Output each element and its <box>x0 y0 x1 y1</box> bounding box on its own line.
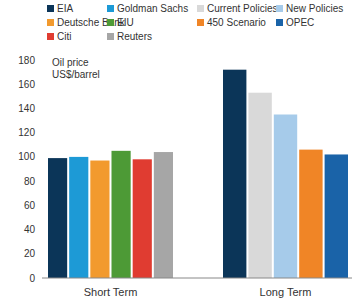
bar <box>69 157 88 278</box>
tick-label: 20 <box>24 248 36 259</box>
tick-mark <box>39 156 42 157</box>
bar <box>112 151 131 278</box>
bar <box>299 150 322 278</box>
tick-mark <box>39 253 42 254</box>
tick-mark <box>39 229 42 230</box>
legend-swatch <box>107 5 114 12</box>
legend-label: 450 Scenario <box>207 17 266 28</box>
legend-label: Goldman Sachs <box>117 3 188 14</box>
legend-label: Citi <box>57 31 71 42</box>
tick-label: 100 <box>18 151 35 162</box>
tick-label: 80 <box>24 176 36 187</box>
legend-swatch <box>197 19 204 26</box>
bar <box>248 93 271 278</box>
bar <box>48 158 67 278</box>
tick-label: 180 <box>18 55 35 66</box>
tick-mark <box>39 205 42 206</box>
tick-mark <box>39 60 42 61</box>
tick-mark <box>39 278 42 279</box>
tick-label: 0 <box>29 273 35 284</box>
bars <box>48 70 348 278</box>
legend-label: EIA <box>57 3 73 14</box>
category-label: Long Term <box>260 286 312 298</box>
tick-label: 160 <box>18 79 35 90</box>
chart: 0 20 40 60 80 100 120 140 160 180 Oil priceUS$/bar… <box>0 0 357 304</box>
bar <box>325 154 348 278</box>
bar <box>133 159 152 278</box>
bar <box>90 161 109 278</box>
category-label: Short Term <box>84 286 138 298</box>
tick-mark <box>39 132 42 133</box>
legend-swatch <box>276 5 283 12</box>
axis-label: Oil priceUS$/barrel <box>52 57 100 80</box>
legend-label: Reuters <box>117 31 152 42</box>
legend-label: OPEC <box>286 17 314 28</box>
tick-mark <box>39 84 42 85</box>
bar <box>223 70 246 278</box>
tick-label: 40 <box>24 224 36 235</box>
legend-label: New Policies <box>286 3 343 14</box>
tick-mark <box>39 108 42 109</box>
x-axis <box>42 278 352 279</box>
legend-label: Deutsche Bank <box>57 17 126 28</box>
tick-label: 120 <box>18 127 35 138</box>
legend-swatch <box>47 19 54 26</box>
legend-swatch <box>276 19 283 26</box>
legend-swatch <box>107 33 114 40</box>
legend-label: EIU <box>117 17 134 28</box>
bar <box>154 152 173 278</box>
legend-swatch <box>107 19 114 26</box>
legend-swatch <box>47 33 54 40</box>
legend-swatch <box>47 5 54 12</box>
bar <box>274 115 297 279</box>
legend-swatch <box>197 5 204 12</box>
tick-mark <box>39 181 42 182</box>
legend-label: Current Policies <box>207 3 278 14</box>
tick-label: 140 <box>18 103 35 114</box>
tick-label: 60 <box>24 200 36 211</box>
